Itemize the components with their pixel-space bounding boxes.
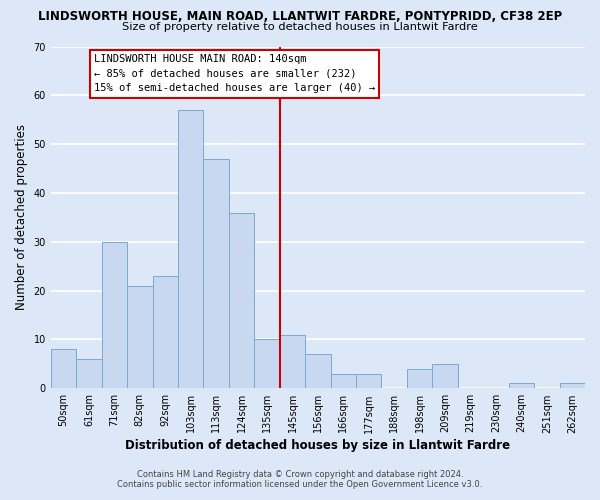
- Text: LINDSWORTH HOUSE MAIN ROAD: 140sqm
← 85% of detached houses are smaller (232)
15: LINDSWORTH HOUSE MAIN ROAD: 140sqm ← 85%…: [94, 54, 375, 94]
- Bar: [51, 350, 76, 389]
- X-axis label: Distribution of detached houses by size in Llantwit Fardre: Distribution of detached houses by size …: [125, 440, 511, 452]
- Text: Size of property relative to detached houses in Llantwit Fardre: Size of property relative to detached ho…: [122, 22, 478, 32]
- Bar: [560, 384, 585, 388]
- Bar: [407, 369, 433, 388]
- Bar: [356, 374, 382, 388]
- Bar: [101, 242, 127, 388]
- Bar: [331, 374, 356, 388]
- Bar: [280, 334, 305, 388]
- Bar: [178, 110, 203, 388]
- Bar: [305, 354, 331, 388]
- Bar: [203, 159, 229, 388]
- Bar: [127, 286, 152, 388]
- Text: LINDSWORTH HOUSE, MAIN ROAD, LLANTWIT FARDRE, PONTYPRIDD, CF38 2EP: LINDSWORTH HOUSE, MAIN ROAD, LLANTWIT FA…: [38, 10, 562, 23]
- Bar: [509, 384, 534, 388]
- Text: Contains HM Land Registry data © Crown copyright and database right 2024.
Contai: Contains HM Land Registry data © Crown c…: [118, 470, 482, 489]
- Bar: [76, 359, 101, 388]
- Bar: [254, 340, 280, 388]
- Y-axis label: Number of detached properties: Number of detached properties: [15, 124, 28, 310]
- Bar: [229, 212, 254, 388]
- Bar: [152, 276, 178, 388]
- Bar: [433, 364, 458, 388]
